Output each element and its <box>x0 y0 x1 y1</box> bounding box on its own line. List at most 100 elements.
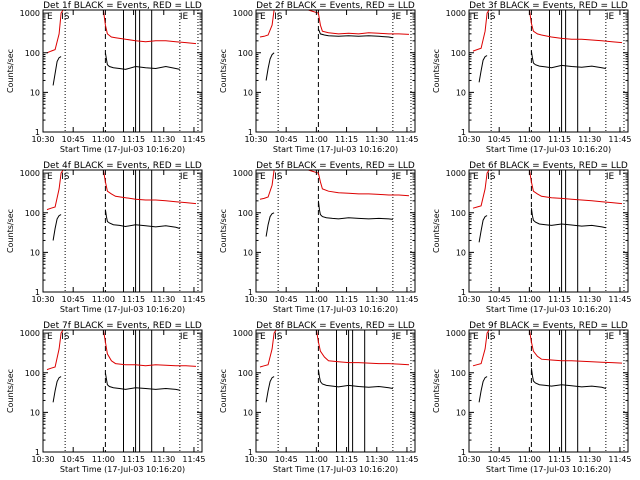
y-tick-label: 1000 <box>446 9 466 18</box>
x-tick-label: 11:45 <box>182 455 205 464</box>
x-axis-label: Start Time (17-Jul-03 10:16:20) <box>486 465 611 474</box>
x-tick-label: 11:30 <box>365 455 388 464</box>
marker-ie: IE <box>606 12 615 22</box>
series-lld-line <box>46 330 197 371</box>
x-tick-label: 11:45 <box>182 135 205 144</box>
marker-ie: IE <box>393 332 402 342</box>
x-tick-label: 11:15 <box>122 295 145 304</box>
panel-title: Det 6f BLACK = Events, RED = LLD <box>469 161 628 171</box>
plot-frame <box>468 9 629 133</box>
y-axis-label: Counts/sec <box>432 369 441 413</box>
panel-title: Det 8f BLACK = Events, RED = LLD <box>256 321 415 331</box>
marker-is: IS <box>487 332 496 342</box>
y-axis-label: Counts/sec <box>6 369 15 413</box>
y-tick-label: 1000 <box>233 9 253 18</box>
x-tick-label: 11:00 <box>305 135 328 144</box>
x-axis-label: Start Time (17-Jul-03 10:16:20) <box>60 305 185 314</box>
series-lld-line <box>472 170 623 209</box>
x-tick-label: 10:30 <box>244 455 267 464</box>
y-tick-label: 100 <box>451 209 466 218</box>
y-tick-label: 100 <box>238 49 253 58</box>
x-tick-label: 10:30 <box>31 295 54 304</box>
series-events-segment-2 <box>104 209 181 229</box>
y-axis-label: Counts/sec <box>432 49 441 93</box>
series-events-segment-2 <box>530 51 606 69</box>
y-axis-label: Counts/sec <box>432 209 441 253</box>
y-tick-label: 1 <box>248 128 253 137</box>
marker-ie: IE <box>180 332 189 342</box>
x-tick-label: 10:45 <box>275 455 298 464</box>
y-tick-label: 10 <box>30 88 40 97</box>
y-tick-label: 10 <box>456 248 466 257</box>
y-tick-label: 10 <box>456 88 466 97</box>
x-tick-label: 11:15 <box>335 135 358 144</box>
series-lld-line <box>259 10 410 38</box>
x-tick-label: 10:30 <box>244 295 267 304</box>
y-tick-label: 100 <box>25 369 40 378</box>
series-events-segment-2 <box>317 200 393 220</box>
x-tick-label: 11:00 <box>518 295 541 304</box>
y-tick-label: 1 <box>248 448 253 457</box>
x-tick-label: 11:45 <box>395 295 418 304</box>
y-tick-label: 1000 <box>233 169 253 178</box>
x-tick-label: 10:45 <box>275 295 298 304</box>
y-axis-label: Counts/sec <box>219 369 228 413</box>
y-tick-label: 1 <box>35 128 40 137</box>
x-tick-label: 11:00 <box>305 455 328 464</box>
x-tick-label: 11:30 <box>152 135 175 144</box>
y-axis-label: Counts/sec <box>219 49 228 93</box>
y-tick-label: 1000 <box>233 329 253 338</box>
marker-ie: IE <box>393 172 402 182</box>
plot-frame <box>255 9 416 133</box>
marker-ie: IE <box>180 12 189 22</box>
y-tick-label: 1000 <box>20 9 40 18</box>
marker-ie: IE <box>606 172 615 182</box>
x-tick-label: 11:00 <box>92 135 115 144</box>
x-axis-label: Start Time (17-Jul-03 10:16:20) <box>60 145 185 154</box>
x-tick-label: 10:30 <box>31 135 54 144</box>
x-tick-label: 11:15 <box>122 135 145 144</box>
y-axis-label: Counts/sec <box>219 209 228 253</box>
x-axis-label: Start Time (17-Jul-03 10:16:20) <box>60 465 185 474</box>
x-tick-label: 11:30 <box>152 455 175 464</box>
x-tick-label: 11:00 <box>92 455 115 464</box>
series-events-segment-1 <box>52 376 62 403</box>
x-tick-label: 11:45 <box>608 135 631 144</box>
marker-e: E <box>260 172 266 182</box>
x-tick-label: 10:30 <box>457 295 480 304</box>
series-events-segment-1 <box>52 214 62 241</box>
series-events-segment-1 <box>52 56 62 86</box>
y-tick-label: 1000 <box>446 329 466 338</box>
series-events-segment-2 <box>530 208 606 229</box>
x-tick-label: 10:30 <box>457 455 480 464</box>
marker-is: IS <box>61 172 70 182</box>
y-tick-label: 1 <box>35 448 40 457</box>
y-tick-label: 1 <box>461 128 466 137</box>
x-axis-label: Start Time (17-Jul-03 10:16:20) <box>273 145 398 154</box>
x-tick-label: 10:45 <box>275 135 298 144</box>
plot-frame <box>468 169 629 293</box>
marker-e: E <box>47 12 53 22</box>
series-lld-line <box>472 330 623 367</box>
y-tick-label: 1000 <box>20 169 40 178</box>
y-tick-label: 100 <box>25 49 40 58</box>
marker-is: IS <box>61 12 70 22</box>
series-lld-line <box>259 330 410 368</box>
series-lld-line <box>46 170 197 211</box>
x-tick-label: 11:45 <box>395 455 418 464</box>
x-tick-label: 11:00 <box>305 295 328 304</box>
x-tick-label: 11:30 <box>152 295 175 304</box>
x-tick-label: 11:45 <box>608 455 631 464</box>
marker-is: IS <box>274 12 283 22</box>
marker-e: E <box>473 172 479 182</box>
y-tick-label: 1000 <box>446 169 466 178</box>
plot-frame <box>42 9 203 133</box>
marker-e: E <box>473 332 479 342</box>
x-tick-label: 10:45 <box>62 455 85 464</box>
series-events-segment-1 <box>478 55 488 83</box>
